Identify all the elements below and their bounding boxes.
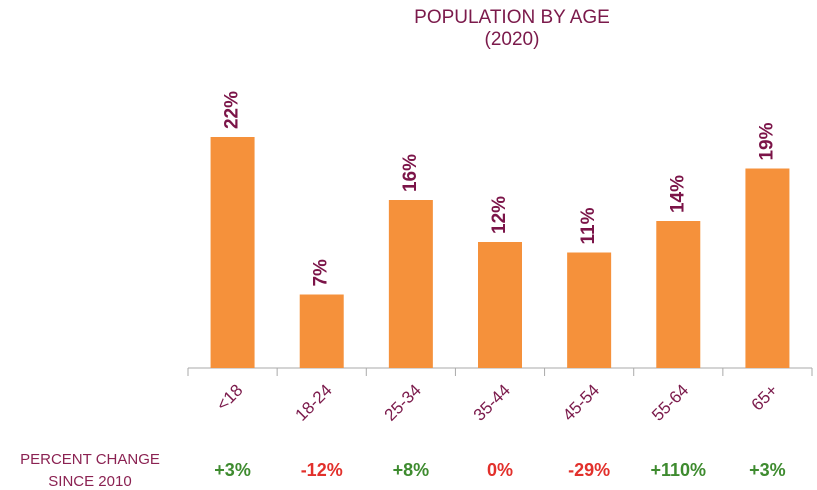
x-tick-label: 65+ (748, 381, 782, 415)
x-tick-label: <18 (213, 381, 247, 415)
chart-title: POPULATION BY AGE (414, 7, 610, 28)
change-value: +8% (393, 460, 430, 480)
bar (745, 168, 790, 368)
change-value: +3% (214, 460, 251, 480)
change-label: PERCENT CHANGE (20, 451, 160, 468)
bar (478, 242, 522, 368)
bar (567, 252, 612, 368)
value-label: 11% (578, 207, 599, 244)
change-value: -29% (568, 460, 610, 480)
bar (656, 221, 701, 368)
chart-subtitle: (2020) (485, 29, 540, 50)
value-label: 19% (756, 122, 777, 160)
x-tick-label: 35-44 (470, 381, 514, 425)
value-label: 7% (311, 259, 332, 287)
value-label: 22% (222, 91, 243, 129)
change-value: +110% (651, 460, 707, 480)
value-label: 16% (400, 154, 421, 192)
bar (388, 200, 433, 368)
x-tick-label: 18-24 (292, 381, 336, 425)
value-label: 12% (489, 196, 510, 234)
bar (210, 137, 255, 368)
change-value: 0% (487, 460, 513, 480)
change-value: -12% (301, 460, 343, 480)
x-tick-label: 25-34 (381, 381, 425, 425)
value-label: 14% (667, 175, 688, 213)
x-tick-label: 45-54 (559, 381, 603, 425)
x-tick-label: 55-64 (648, 381, 692, 425)
change-value: +3% (749, 460, 786, 480)
bar (299, 294, 344, 368)
change-label: SINCE 2010 (48, 473, 131, 490)
